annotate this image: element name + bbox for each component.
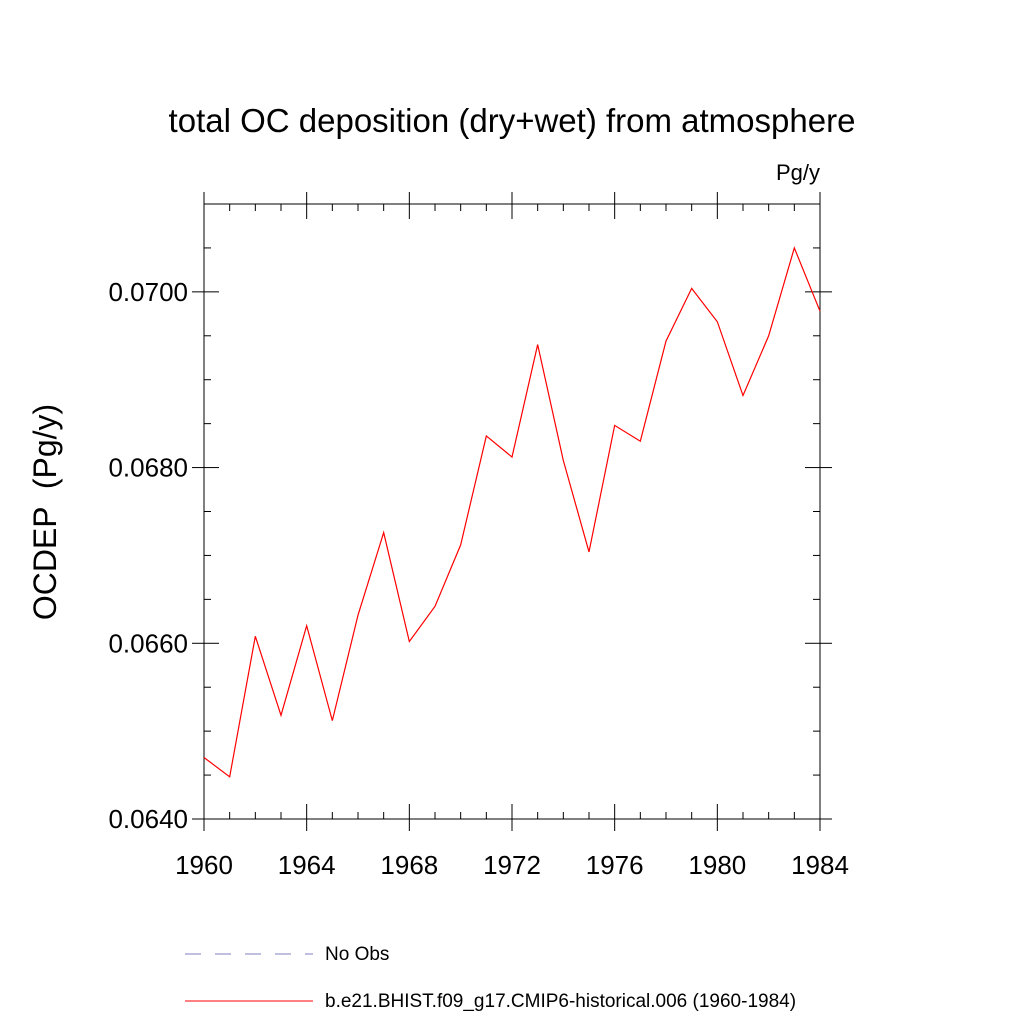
x-tick-label: 1968 [380,850,438,880]
plot-frame [203,203,821,820]
x-tick-label: 1964 [278,850,336,880]
legend: No Obs b.e21.BHIST.f09_g17.CMIP6-histori… [185,944,796,1012]
legend-label-historical: b.e21.BHIST.f09_g17.CMIP6-historical.006… [325,991,796,1012]
x-tick-label: 1976 [586,850,644,880]
x-tick-label: 1980 [688,850,746,880]
y-tick-label: 0.0680 [108,453,188,483]
legend-label-no-obs: No Obs [325,944,389,965]
plot-area: 1960 1964 1968 1972 1976 1980 1984 0.0640 0.0660… [108,192,849,880]
x-tick-label: 1960 [175,850,233,880]
y-axis-label: OCDEP (Pg/y) [27,404,63,620]
chart-title: total OC deposition (dry+wet) from atmos… [169,102,856,139]
x-tick-label: 1972 [483,850,541,880]
series-line [203,246,821,778]
y-tick-label: 0.0700 [108,277,188,307]
y-tick-label: 0.0660 [108,628,188,658]
y-tick-label: 0.0640 [108,804,188,834]
x-tick-label: 1984 [791,850,849,880]
units-label: Pg/y [776,160,820,185]
